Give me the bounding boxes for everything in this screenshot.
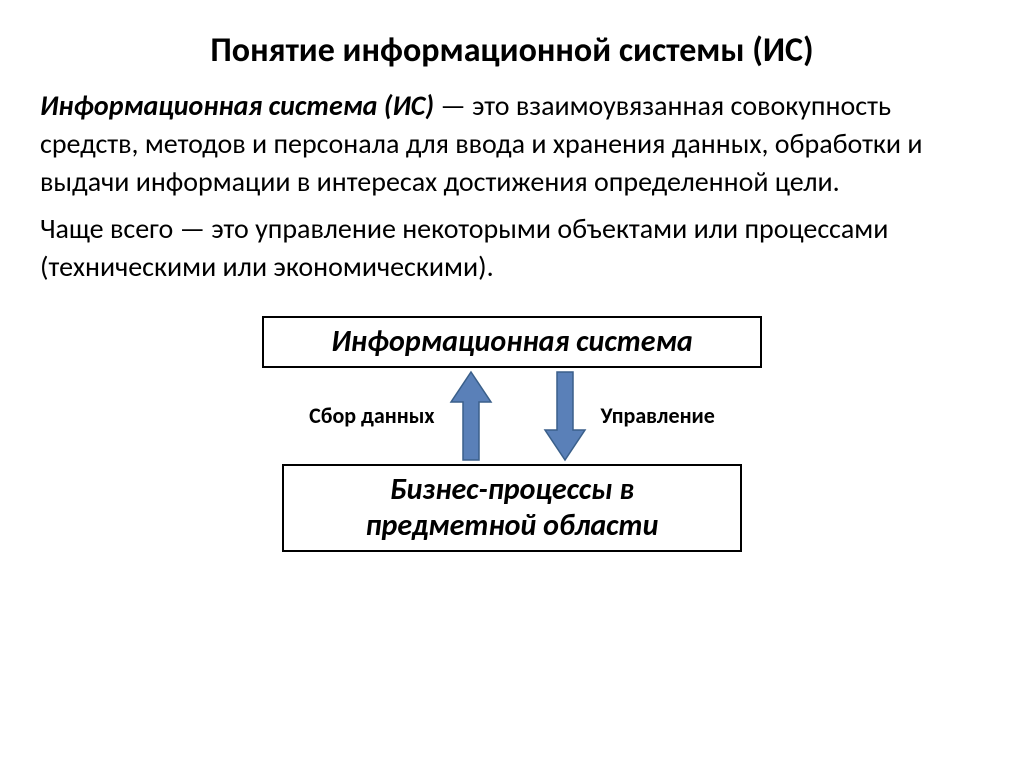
definition-paragraph: Информационная система (ИС) — это взаимо… [40, 87, 984, 200]
diagram-arrows-row: Сбор данных Управление [40, 370, 984, 462]
diagram-top-box: Информационная система [262, 316, 762, 368]
definition-term: Информационная система (ИС) [40, 88, 434, 123]
bottom-box-line2: предметной области [366, 507, 659, 544]
paragraph-2: Чаще всего — это управление некоторыми о… [40, 210, 984, 286]
left-label: Сбор данных [309, 402, 434, 429]
bottom-box-line1: Бизнес-процессы в [390, 471, 634, 508]
page-title: Понятие информационной системы (ИС) [40, 30, 984, 71]
left-arrow-group: Сбор данных [309, 370, 492, 462]
right-arrow-group: Управление [543, 370, 715, 462]
up-arrow-icon [449, 370, 493, 462]
down-arrow-icon [543, 370, 587, 462]
diagram-bottom-box: Бизнес-процессы в предметной области [282, 464, 742, 552]
right-label: Управление [601, 402, 715, 429]
diagram-container: Информационная система Сбор данных Управ… [40, 316, 984, 552]
